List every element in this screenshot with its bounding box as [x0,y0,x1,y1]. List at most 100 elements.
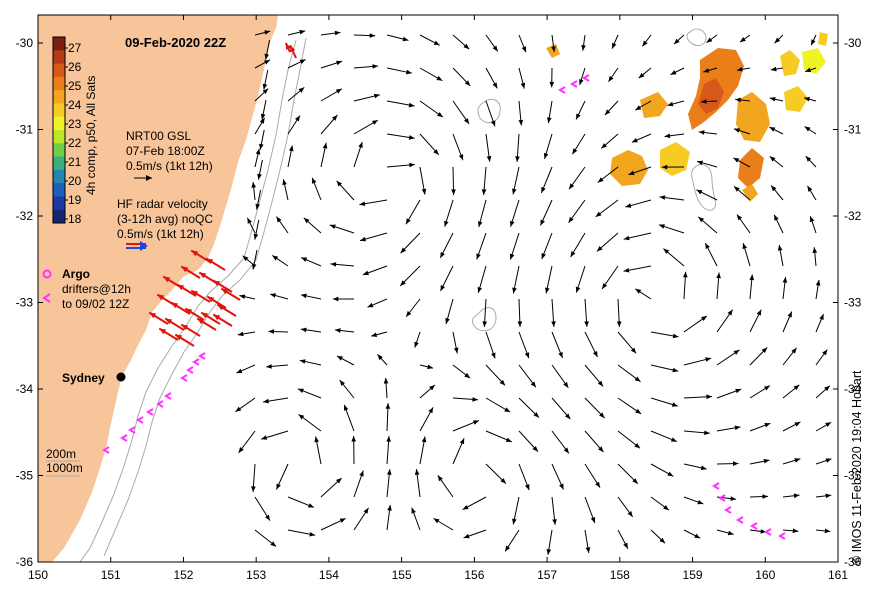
gsl-arrow [512,265,520,294]
hf-radar-arrow [164,317,185,331]
gsl-arrow [551,496,557,525]
gsl-arrow [571,133,586,155]
hf-radar-arrow [284,42,292,53]
y-tick-label: -30 [16,36,34,50]
gsl-arrow [716,272,721,300]
gsl-arrow [735,97,751,103]
drifter-legend-date: to 09/02 12Z [62,297,129,311]
gsl-arrow [777,244,784,267]
gsl-arrow [419,436,427,465]
gsl-arrow [419,364,434,370]
gsl-arrow [782,493,800,499]
gsl-arrow [329,224,355,234]
gsl-arrow [683,529,701,539]
hf-legend-title: HF radar velocity [117,197,208,211]
gsl-arrow [805,155,817,168]
y-tick-label-right: -30 [844,36,862,50]
gsl-arrow [414,331,421,348]
gsl-arrow [353,64,379,69]
colorbar-swatch [53,37,65,51]
gsl-arrow [604,100,619,116]
gsl-arrow [696,189,718,201]
gsl-arrow [584,364,604,387]
gsl-arrow [419,133,440,156]
gsl-arrow [251,463,256,492]
hf-radar-arrow [176,283,197,297]
gsl-arrow [749,529,767,534]
gsl-arrow [269,293,289,300]
gsl-arrow [437,475,454,498]
gsl-arrow [300,293,322,300]
gsl-arrow [477,199,487,228]
gsl-arrow [419,100,444,118]
gsl-arrow [682,271,688,300]
colorbar-swatch [53,103,65,118]
gsl-arrow [659,195,685,201]
gsl-arrow [749,458,770,465]
gsl-arrow [386,436,391,465]
gsl-arrow [263,397,289,404]
gsl-arrow [782,384,800,399]
gsl-arrow [367,298,388,308]
gsl-arrow [485,331,496,359]
colorbar-tick-label: 23 [68,117,82,131]
gsl-arrow [433,517,454,531]
gsl-arrow [371,331,388,338]
gsl-arrow [485,463,507,484]
gsl-scale-arrow [134,175,152,181]
gsl-arrow [235,397,256,413]
gsl-arrow [803,97,817,102]
gsl-arrow [650,529,666,544]
colorbar-swatch [53,76,65,91]
gsl-arrow [650,463,674,477]
gsl-arrow [683,394,712,400]
gsl-arrow [452,133,464,161]
gsl-arrow [716,529,734,536]
gsl-arrow [575,100,586,120]
gsl-arrow [385,403,391,432]
gsl-arrow [386,100,415,108]
gsl-arrow [287,29,306,36]
gsl-arrow [584,430,604,453]
seamount-contour [691,164,717,211]
gsl-arrow [703,67,718,73]
hf-radar-arrow [212,279,233,293]
gsl-arrow [353,141,363,168]
gsl-arrow [769,155,784,168]
gsl-arrow [353,470,364,498]
gsl-arrow [617,496,634,518]
y-axis: -30 -30 -31 -31 -32 -32 -33 -33 -34 -34 -35 -35 -36 -… [16,36,862,569]
gsl-arrow [239,294,256,300]
colorbar-swatch [53,156,65,171]
argo-legend-label: Argo [62,267,90,281]
gsl-legend-scale: 0.5m/s (1kt 12h) [126,159,213,173]
gsl-arrow [237,331,256,337]
gsl-arrow [543,133,553,160]
gsl-arrow [414,469,421,498]
gsl-arrow [343,404,355,432]
colorbar-swatch [53,90,65,104]
gsl-arrow [683,430,710,436]
gsl-arrow [238,430,256,454]
gsl-arrow [485,67,498,89]
gsl-arrow [617,331,637,354]
colorbar-tick-label: 24 [68,98,82,112]
gsl-arrow [575,265,586,293]
gsl-arrow [320,142,328,168]
gsl-arrow [297,388,322,399]
gsl-arrow [485,364,506,386]
gsl-arrow [773,214,784,234]
hf-radar-arrow [170,301,191,315]
gsl-arrow [353,93,380,102]
colorbar-tick-label: 22 [68,136,82,150]
x-tick-label: 160 [755,568,775,582]
gsl-arrow [782,458,801,465]
plot-frame [37,14,839,563]
credit-text: © IMOS 11-Feb-2020 19:04 Hobart [850,370,864,566]
gsl-arrow [809,216,817,234]
gsl-arrow [617,397,642,415]
gsl-arrow [551,331,564,359]
gsl-arrow [257,159,263,180]
gsl-arrow [463,529,487,539]
hf-legend-scale: 0.5m/s (1kt 12h) [117,227,204,241]
